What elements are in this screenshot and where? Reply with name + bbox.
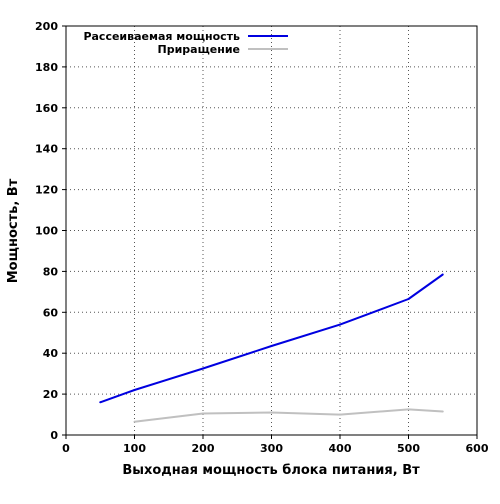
data-point <box>133 389 136 392</box>
data-point <box>202 412 204 415</box>
x-tick-label: 500 <box>397 442 420 455</box>
data-point <box>441 273 444 276</box>
series-layer <box>99 273 444 423</box>
data-point <box>133 420 136 423</box>
y-tick-label: 180 <box>35 61 58 74</box>
y-tick-label: 100 <box>35 225 58 238</box>
y-tick-label: 160 <box>35 102 58 115</box>
y-tick-label: 60 <box>43 306 59 319</box>
y-axis-label: Мощность, Вт <box>6 178 21 283</box>
data-point <box>339 413 341 416</box>
data-point <box>270 411 273 414</box>
data-point <box>339 323 341 326</box>
grid-layer <box>66 26 477 435</box>
y-tick-label: 20 <box>43 388 59 401</box>
legend-label-2: Приращение <box>158 43 240 56</box>
y-tick-label: 120 <box>35 184 58 197</box>
data-point <box>441 410 444 413</box>
data-point <box>202 367 204 370</box>
legend-label-1: Рассеиваемая мощность <box>83 30 240 43</box>
y-tick-label: 140 <box>35 143 58 156</box>
x-tick-label: 200 <box>192 442 215 455</box>
x-tick-label: 600 <box>466 442 489 455</box>
x-tick-label: 300 <box>260 442 283 455</box>
series-line-2 <box>134 408 443 423</box>
data-point <box>270 345 273 348</box>
data-point <box>99 401 102 404</box>
y-tick-label: 80 <box>43 265 59 278</box>
y-tick-label: 40 <box>43 347 59 360</box>
x-tick-label: 100 <box>123 442 146 455</box>
x-tick-label: 0 <box>62 442 70 455</box>
y-tick-label: 200 <box>35 20 58 33</box>
data-point <box>407 298 410 301</box>
x-axis-label: Выходная мощность блока питания, Вт <box>122 463 420 478</box>
data-point <box>407 408 410 411</box>
y-tick-label: 0 <box>50 429 58 442</box>
axis-layer: 0 100 200 300 400 500 600 0 20 40 60 80 100 120 140 160… <box>35 20 489 455</box>
x-tick-label: 400 <box>329 442 352 455</box>
